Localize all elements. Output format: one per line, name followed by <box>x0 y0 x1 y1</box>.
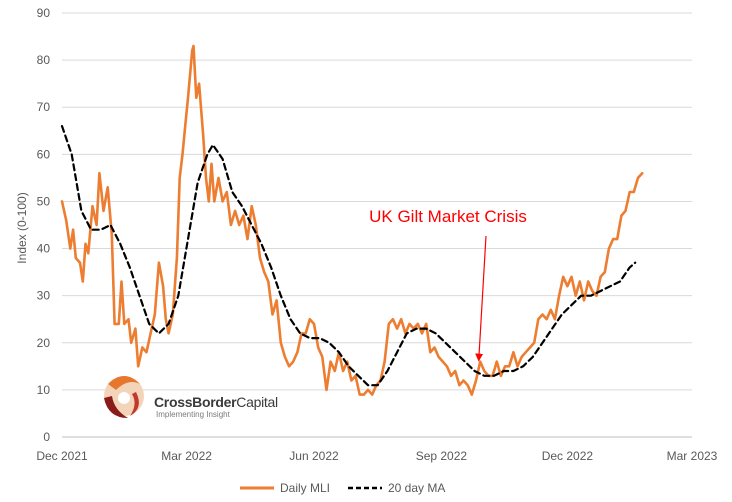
annotation-arrow <box>475 235 487 362</box>
logo-wordmark-regular: Capital <box>236 394 278 410</box>
logo-tagline: Implementing Insight <box>156 410 231 419</box>
y-tick-label: 50 <box>37 194 51 208</box>
series-line-ma-20 <box>60 125 637 387</box>
legend-label: Daily MLI <box>280 481 330 495</box>
series-line-daily-mli <box>60 44 644 396</box>
y-axis-ticks: 0 10 20 30 40 50 60 70 80 90 <box>37 6 51 444</box>
annotation: UK Gilt Market Crisis <box>369 207 527 362</box>
y-tick-label: 0 <box>43 430 50 444</box>
y-axis-title: Index (0-100) <box>15 192 29 263</box>
gridlines <box>62 12 692 438</box>
legend: Daily MLI 20 day MA <box>240 481 445 495</box>
annotation-label: UK Gilt Market Crisis <box>369 207 527 226</box>
x-tick-label: Jun 2022 <box>289 449 339 463</box>
y-tick-label: 60 <box>37 147 51 161</box>
y-tick-label: 10 <box>37 383 51 397</box>
y-tick-label: 40 <box>37 242 51 256</box>
series-lines <box>60 44 644 396</box>
legend-label: 20 day MA <box>388 481 445 495</box>
logo-icon <box>104 376 144 418</box>
x-tick-label: Mar 2022 <box>161 449 212 463</box>
x-tick-label: Dec 2021 <box>36 449 88 463</box>
logo-wordmark-bold: CrossBorder <box>154 394 237 410</box>
x-tick-label: Dec 2022 <box>542 449 594 463</box>
x-tick-label: Mar 2023 <box>667 449 718 463</box>
y-tick-label: 20 <box>37 336 51 350</box>
y-tick-label: 80 <box>37 53 51 67</box>
y-tick-label: 30 <box>37 289 51 303</box>
x-axis-ticks: Dec 2021 Mar 2022 Jun 2022 Sep 2022 Dec 2022… <box>36 449 717 463</box>
y-tick-label: 90 <box>37 6 51 20</box>
logo: CrossBorderCapital Implementing Insight <box>104 376 278 419</box>
y-tick-label: 70 <box>37 100 51 114</box>
logo-wordmark: CrossBorderCapital <box>154 394 278 410</box>
x-tick-label: Sep 2022 <box>416 449 468 463</box>
